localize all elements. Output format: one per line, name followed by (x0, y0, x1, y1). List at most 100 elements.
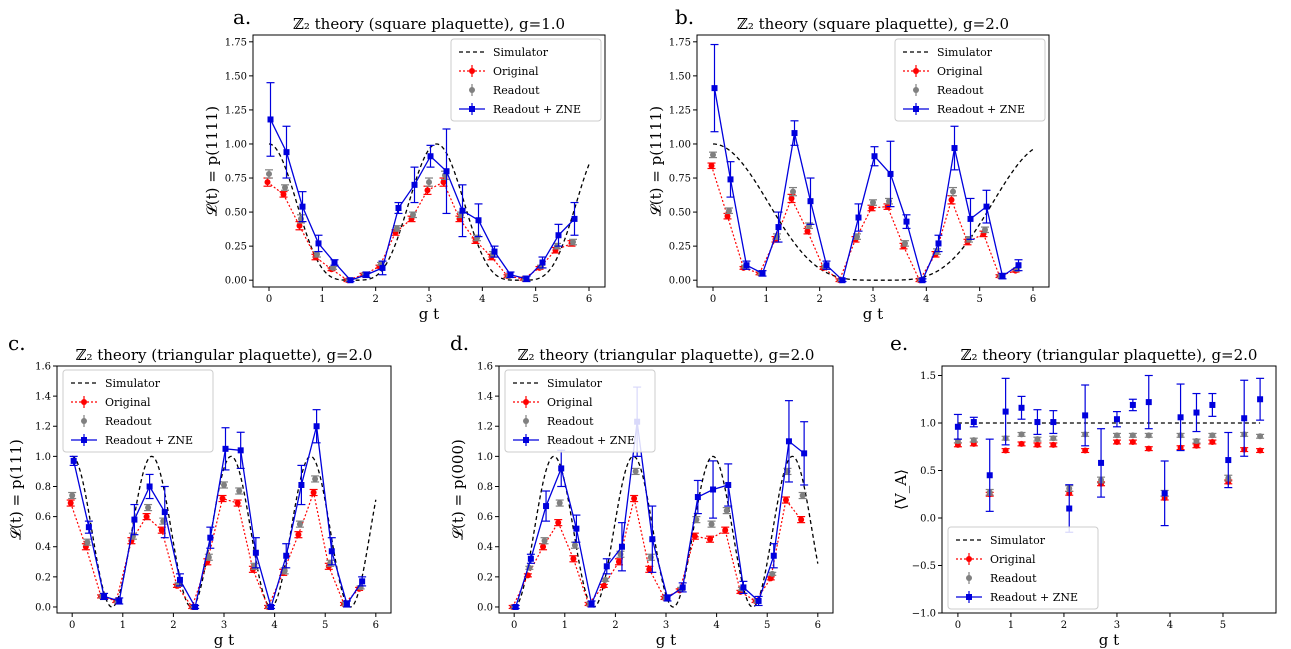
data-point (539, 259, 546, 266)
data-point (540, 543, 547, 550)
data-point (205, 554, 212, 561)
data-point (555, 519, 562, 526)
x-axis-label: g t (214, 631, 234, 649)
simulator-curve (712, 143, 1034, 281)
legend-label-readout: Readout (937, 84, 984, 97)
panel-d: d. ℤ₂ theory (triangular plaquette), g=2.… (449, 331, 834, 649)
legend-marker (469, 87, 475, 93)
data-point (1129, 432, 1136, 439)
y-tick-label: 1.25 (669, 105, 691, 116)
data-point (296, 222, 303, 229)
panel-label: d. (450, 331, 469, 355)
data-point (440, 179, 447, 186)
x-tick-label: 3 (870, 294, 876, 305)
data-point (1034, 441, 1041, 448)
panel-title: ℤ₂ theory (square plaquette), g=2.0 (737, 15, 1009, 33)
series-1 (709, 151, 1021, 284)
x-tick-label: 0 (955, 620, 961, 631)
legend-marker (469, 106, 475, 112)
data-point (755, 597, 762, 604)
data-point (868, 204, 875, 211)
data-point (131, 516, 138, 523)
data-point (799, 492, 806, 499)
series-2 (710, 43, 1023, 284)
x-tick-label: 6 (1030, 294, 1036, 305)
x-tick-label: 3 (221, 620, 227, 631)
data-point (268, 603, 275, 610)
plot-area (66, 409, 377, 610)
legend-marker (913, 87, 919, 93)
data-point (618, 543, 625, 550)
data-point (722, 527, 729, 534)
legend: Simulator Original Readout Readout + ZNE (62, 369, 214, 453)
y-axis-label: 𝓛(t) = p(000) (449, 439, 467, 540)
data-point (475, 217, 482, 224)
y-tick-label: 1.6 (35, 362, 51, 373)
data-point (1098, 459, 1105, 466)
data-point (411, 181, 418, 188)
data-point (1241, 415, 1248, 422)
legend-label-readout_zne: Readout + ZNE (990, 591, 1078, 604)
data-point (295, 531, 302, 538)
x-tick-label: 0 (69, 620, 75, 631)
x-tick-label: 1 (120, 620, 126, 631)
data-point (710, 486, 717, 493)
x-axis-label: g t (656, 631, 676, 649)
data-point (615, 558, 622, 565)
data-point (207, 534, 214, 541)
data-point (379, 264, 386, 271)
legend-box (450, 38, 602, 122)
data-point (363, 271, 370, 278)
data-point (1145, 445, 1152, 452)
data-point (69, 492, 76, 499)
data-point (571, 215, 578, 222)
y-tick-label: 0.8 (35, 482, 51, 493)
data-point (679, 584, 686, 591)
data-point (84, 539, 91, 546)
legend-label-readout_zne: Readout + ZNE (937, 103, 1025, 116)
data-point (708, 162, 715, 169)
legend-marker (81, 399, 87, 405)
data-point (1193, 409, 1200, 416)
data-point (1018, 431, 1025, 438)
x-tick-label: 2 (1061, 620, 1067, 631)
data-point (1018, 440, 1025, 447)
series-2 (953, 374, 1265, 533)
panel-c: c. ℤ₂ theory (triangular plaquette), g=2.… (7, 331, 392, 649)
data-point (743, 262, 750, 269)
y-tick-label: 1.0 (920, 419, 936, 430)
data-point (222, 445, 229, 452)
data-point (711, 85, 718, 92)
panel-e: e. ℤ₂ theory (triangular plaquette), g=2.… (890, 331, 1277, 649)
x-tick-label: 3 (426, 294, 432, 305)
data-point (556, 500, 563, 507)
data-point (1209, 439, 1216, 445)
data-point (221, 481, 227, 488)
legend-label-readout: Readout (105, 415, 152, 428)
data-point (424, 187, 431, 194)
data-point (145, 504, 152, 511)
data-point (999, 273, 1006, 280)
data-point (807, 198, 814, 205)
data-point (347, 277, 354, 284)
panel-a: a. ℤ₂ theory (square plaquette), g=1.0 0 1 2… (203, 5, 606, 323)
series-0 (263, 177, 576, 284)
data-point (1113, 439, 1120, 445)
data-point (823, 262, 830, 269)
data-point (443, 168, 450, 175)
plot-area (707, 43, 1034, 284)
data-point (266, 170, 272, 177)
data-point (707, 536, 714, 543)
data-point (160, 518, 167, 525)
x-tick-label: 1 (562, 620, 568, 631)
series-1 (68, 475, 365, 610)
data-point (982, 226, 988, 233)
x-tick-label: 0 (266, 294, 272, 305)
data-point (967, 215, 974, 222)
data-point (1209, 432, 1216, 439)
data-point (1257, 447, 1264, 454)
data-point (395, 204, 402, 211)
data-point (769, 570, 776, 577)
x-tick-label: 0 (511, 620, 517, 631)
series-line (713, 88, 1019, 283)
